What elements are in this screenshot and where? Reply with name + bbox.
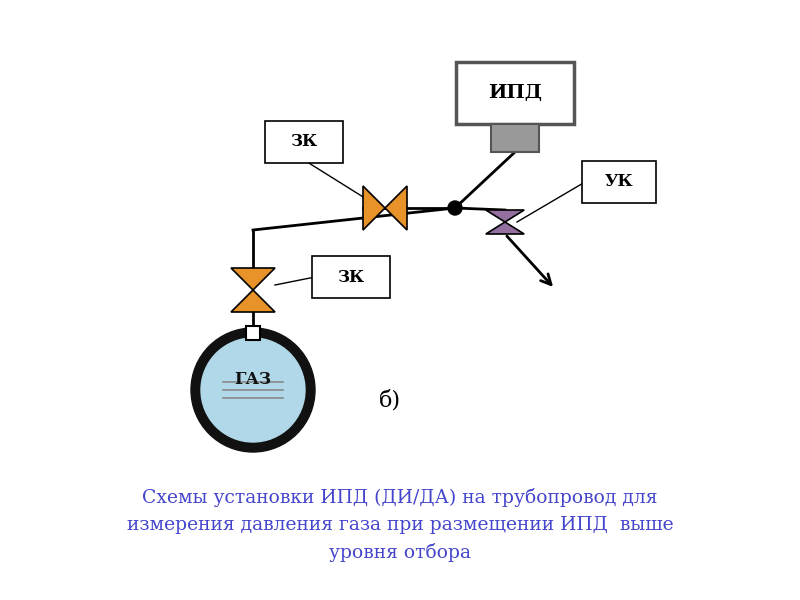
FancyBboxPatch shape <box>312 256 390 298</box>
FancyBboxPatch shape <box>246 326 260 340</box>
FancyBboxPatch shape <box>456 62 574 124</box>
FancyBboxPatch shape <box>265 121 343 163</box>
Text: ЗК: ЗК <box>290 133 318 151</box>
Text: Схемы установки ИПД (ДИ/ДА) на трубопровод для
измерения давления газа при разме: Схемы установки ИПД (ДИ/ДА) на трубопров… <box>126 488 674 562</box>
Text: ЗК: ЗК <box>338 269 365 286</box>
Text: ИПД: ИПД <box>488 84 542 102</box>
Text: ГАЗ: ГАЗ <box>234 371 271 389</box>
Polygon shape <box>486 210 524 222</box>
Circle shape <box>201 338 305 442</box>
Polygon shape <box>385 186 407 230</box>
Circle shape <box>448 201 462 215</box>
Polygon shape <box>231 268 275 290</box>
Text: УК: УК <box>605 173 634 191</box>
Polygon shape <box>231 290 275 312</box>
Polygon shape <box>363 186 385 230</box>
Text: б): б) <box>379 389 401 411</box>
Polygon shape <box>486 222 524 234</box>
FancyBboxPatch shape <box>582 161 656 203</box>
Circle shape <box>191 328 315 452</box>
FancyBboxPatch shape <box>491 124 539 152</box>
